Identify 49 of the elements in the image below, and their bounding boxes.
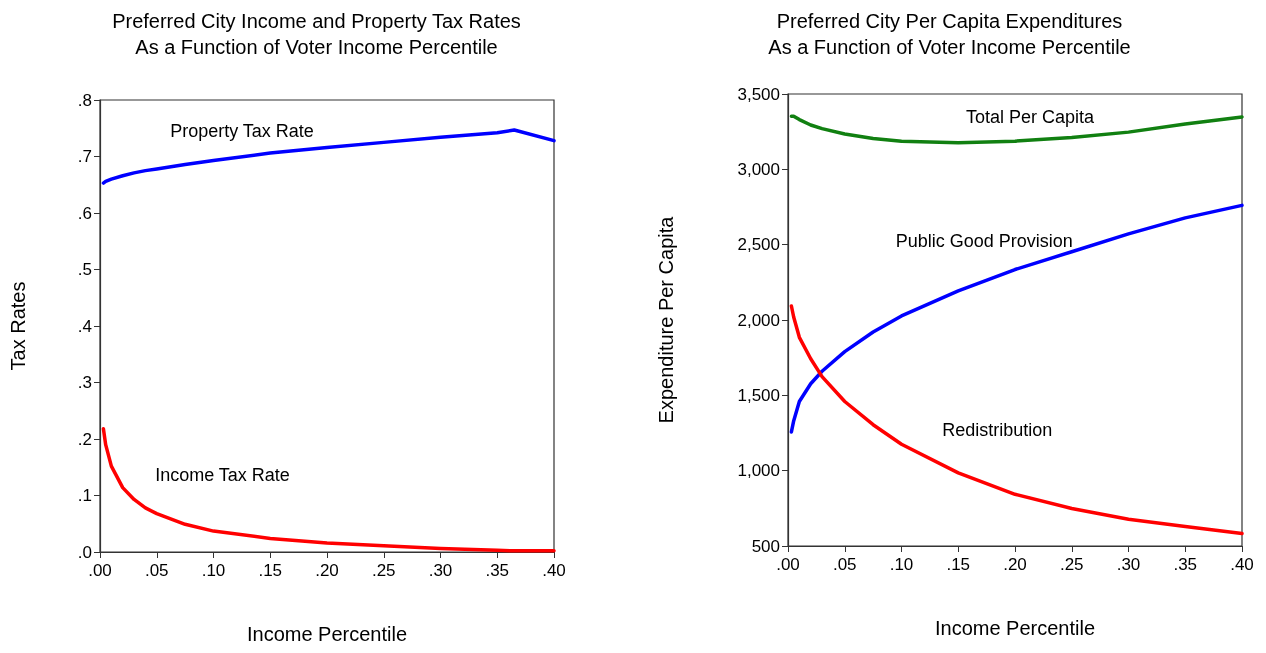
chart-title: Preferred City Income and Property Tax Rates — [112, 10, 521, 32]
x-tick-label: .35 — [485, 561, 510, 580]
series-label: Redistribution — [942, 419, 1053, 440]
y-tick-label: 2,500 — [737, 235, 780, 255]
x-tick-label: .30 — [428, 561, 453, 580]
x-tick-label: .00 — [88, 561, 112, 580]
y-tick-label: 1,000 — [737, 461, 780, 481]
y-tick-label: .7 — [77, 147, 92, 166]
y-tick-label: 1,500 — [737, 385, 780, 405]
y-axis-title: Expenditure Per Capita — [655, 215, 677, 424]
y-tick-label: .3 — [77, 373, 92, 392]
x-tick-label: .10 — [201, 561, 226, 580]
x-tick-label: .25 — [1059, 555, 1084, 574]
y-tick-label: .8 — [77, 90, 92, 110]
y-tick-label: .0 — [77, 542, 92, 562]
x-tick-label: .40 — [1230, 555, 1254, 574]
x-axis-title: Income Percentile — [934, 617, 1096, 639]
line-series — [789, 304, 1244, 536]
y-tick-label: 2,000 — [737, 310, 780, 330]
series-label: Property Tax Rate — [170, 121, 314, 142]
chart-subtitle: As a Function of Voter Income Percentile — [135, 36, 498, 58]
y-tick-label: .2 — [77, 429, 92, 449]
line-series — [789, 203, 1244, 434]
y-tick-label: 3,500 — [737, 84, 780, 104]
x-tick-label: .15 — [946, 555, 971, 574]
chart-subtitle: As a Function of Voter Income Percentile — [768, 36, 1131, 58]
series-label: Total Per Capita — [965, 107, 1096, 128]
x-tick-label: .35 — [1173, 555, 1198, 574]
y-tick-label: .5 — [77, 260, 92, 279]
x-tick-label: .40 — [542, 561, 566, 580]
y-tick-label: 3,000 — [737, 159, 780, 179]
chart-title: Preferred City Per Capita Expenditures — [776, 10, 1123, 32]
x-tick-label: .05 — [832, 555, 857, 574]
y-axis-title: Tax Rates — [7, 281, 29, 371]
x-tick-label: .00 — [776, 555, 800, 574]
y-tick-label: .1 — [77, 486, 92, 505]
x-axis-title: Income Percentile — [246, 623, 408, 645]
x-tick-label: .30 — [1116, 555, 1141, 574]
x-tick-label: .25 — [371, 561, 396, 580]
x-tick-label: .20 — [315, 561, 339, 580]
series-label: Income Tax Rate — [155, 465, 290, 486]
x-tick-label: .05 — [144, 561, 169, 580]
x-tick-label: .20 — [1003, 555, 1027, 574]
y-tick-label: .4 — [77, 316, 92, 336]
y-tick-label: 500 — [751, 536, 780, 556]
series-label: Public Good Provision — [895, 230, 1073, 251]
y-tick-label: .6 — [77, 203, 92, 223]
x-tick-label: .10 — [889, 555, 914, 574]
x-tick-label: .15 — [258, 561, 283, 580]
